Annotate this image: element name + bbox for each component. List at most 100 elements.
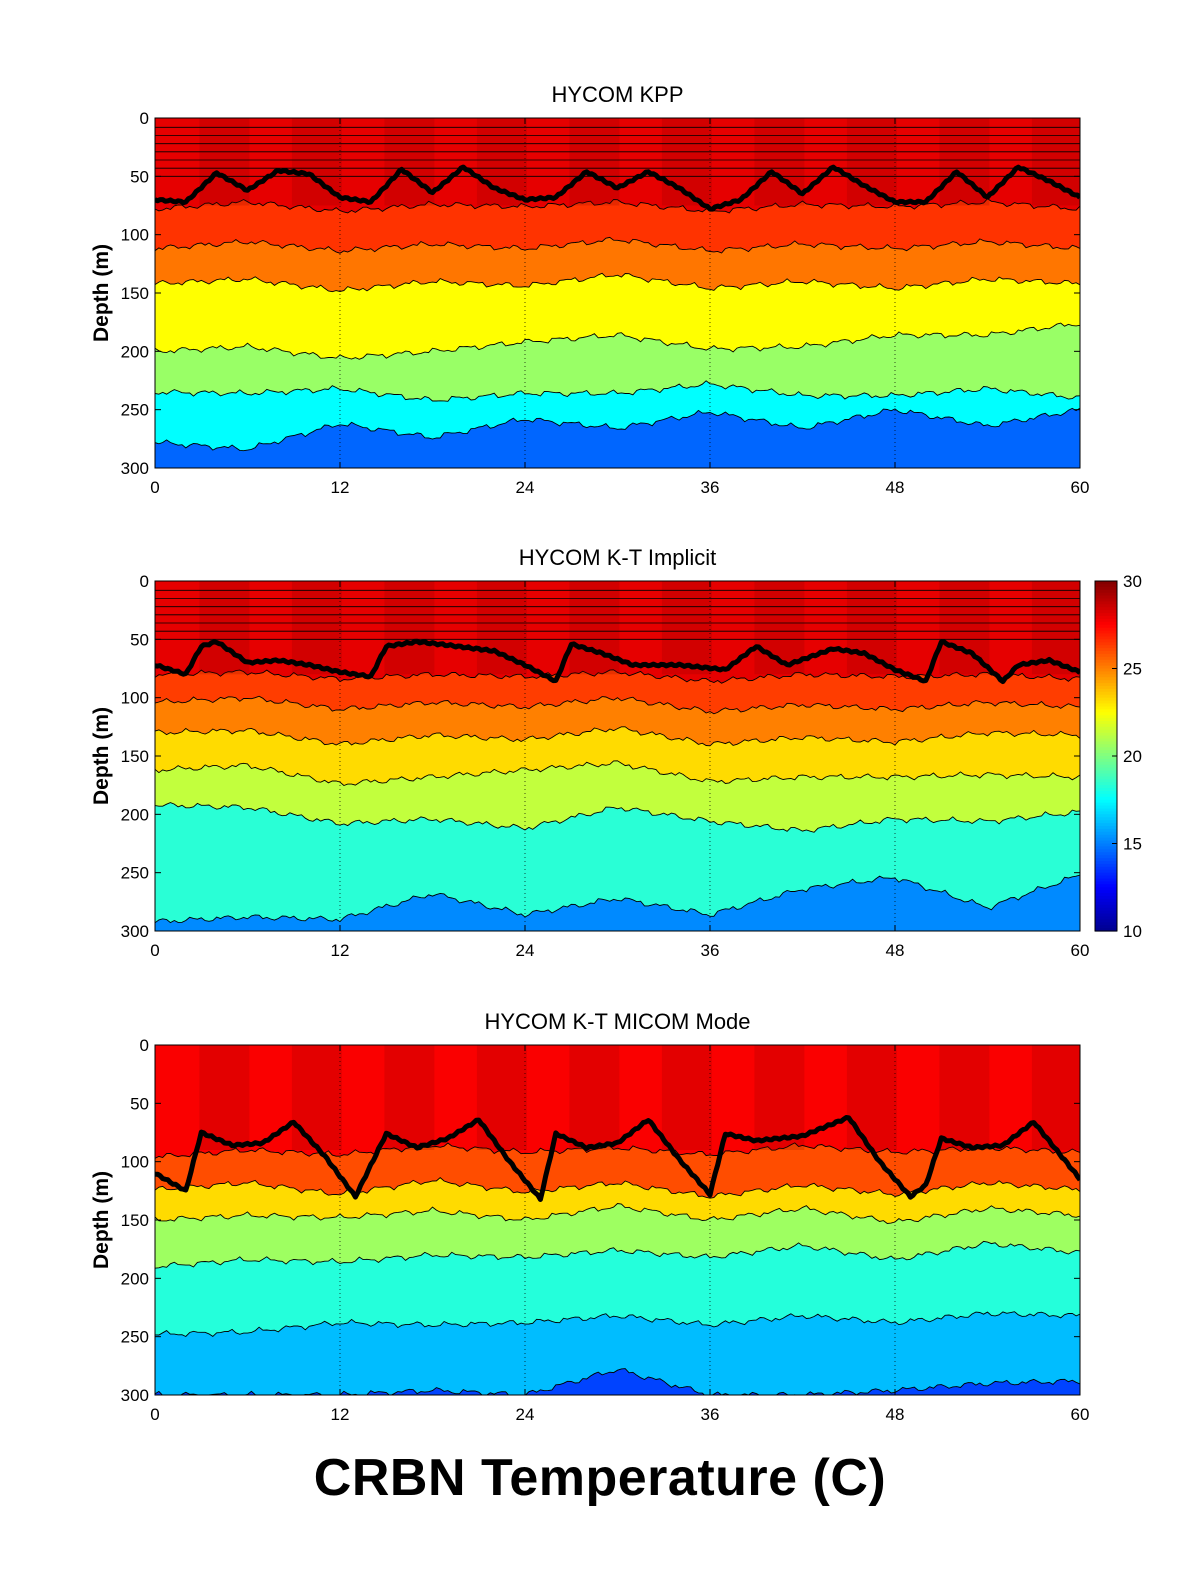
colorbar-segment	[1095, 753, 1117, 757]
colorbar-segment	[1095, 884, 1117, 888]
colorbar-segment	[1095, 613, 1117, 617]
colorbar-segment	[1095, 811, 1117, 815]
layer-interface	[155, 874, 1080, 924]
colorbar-segment	[1095, 621, 1117, 626]
warm-stripe	[384, 118, 435, 206]
colorbar-segment	[1095, 799, 1117, 804]
x-tick-label: 12	[331, 941, 350, 960]
colorbar-segment	[1095, 686, 1117, 690]
colorbar-segment	[1095, 616, 1117, 620]
colorbar-segment	[1095, 741, 1117, 745]
colorbar-segment	[1095, 817, 1117, 821]
colorbar-segment	[1095, 796, 1117, 801]
colorbar-segment	[1095, 642, 1117, 646]
colorbar-segment	[1095, 861, 1117, 865]
colorbar-segment	[1095, 703, 1117, 708]
colorbar-segment	[1095, 651, 1117, 655]
warm-stripe	[846, 1045, 897, 1150]
layer-interface	[155, 272, 1080, 293]
y-tick-label: 150	[121, 1211, 149, 1230]
warm-stripe	[661, 581, 712, 675]
x-tick-label: 36	[701, 1405, 720, 1424]
colorbar-segment	[1095, 700, 1117, 705]
y-tick-label: 150	[121, 747, 149, 766]
colorbar-segment	[1095, 718, 1117, 722]
y-tick-label: 200	[121, 805, 149, 824]
x-tick-label: 48	[886, 478, 905, 497]
colorbar-segment	[1095, 852, 1117, 856]
colorbar-segment	[1095, 592, 1117, 597]
y-axis-label: Depth (m)	[90, 707, 113, 805]
colorbar-segment	[1095, 866, 1117, 871]
colorbar-segment	[1095, 898, 1117, 903]
colorbar-segment	[1095, 770, 1117, 775]
panel-title: HYCOM KPP	[551, 82, 683, 107]
layer-interface	[155, 1177, 1080, 1199]
colorbar-segment	[1095, 683, 1117, 687]
layer-interface	[155, 1311, 1080, 1338]
colorbar-segment	[1095, 896, 1117, 900]
colorbar-segment	[1095, 656, 1117, 661]
colorbar-segment	[1095, 648, 1117, 652]
colorbar-segment	[1095, 653, 1117, 658]
layer-interface	[155, 236, 1080, 254]
colorbar-segment	[1095, 598, 1117, 603]
colorbar-segment	[1095, 890, 1117, 894]
colorbar-segment	[1095, 893, 1117, 897]
layer-interface	[155, 802, 1080, 833]
layer-interface	[155, 322, 1080, 360]
y-axis-label: Depth (m)	[90, 1171, 113, 1269]
colorbar-segment	[1095, 814, 1117, 818]
x-tick-label: 60	[1071, 941, 1090, 960]
warm-stripe	[846, 581, 897, 675]
warm-stripe	[1031, 1045, 1080, 1150]
colorbar-segment	[1095, 925, 1117, 929]
colorbar-segment	[1095, 712, 1117, 716]
x-tick-label: 0	[150, 478, 159, 497]
plot-area	[155, 581, 1080, 931]
colorbar-segment	[1095, 627, 1117, 632]
colorbar-segment	[1095, 589, 1117, 594]
colorbar-segment	[1095, 881, 1117, 885]
colorbar-tick-label: 30	[1123, 572, 1142, 591]
colorbar-segment	[1095, 849, 1117, 853]
colorbar-segment	[1095, 723, 1117, 728]
colorbar-segment	[1095, 671, 1117, 675]
warm-stripe	[754, 1045, 805, 1150]
warm-stripe	[291, 1045, 342, 1150]
colorbar-segment	[1095, 840, 1117, 845]
colorbar-segment	[1095, 785, 1117, 789]
x-tick-label: 60	[1071, 478, 1090, 497]
layer-interface	[155, 1203, 1080, 1224]
layer-interface	[155, 380, 1080, 402]
y-tick-label: 300	[121, 922, 149, 941]
colorbar-segment	[1095, 872, 1117, 877]
x-tick-label: 36	[701, 478, 720, 497]
colorbar-segment	[1095, 706, 1117, 710]
warm-stripe	[661, 1045, 712, 1150]
x-tick-label: 24	[516, 478, 535, 497]
warm-stripe	[384, 1045, 435, 1150]
x-tick-label: 48	[886, 941, 905, 960]
colorbar-segment	[1095, 688, 1117, 693]
y-tick-label: 200	[121, 342, 149, 361]
layer-interface	[155, 695, 1080, 715]
temperature-band	[155, 1311, 1080, 1395]
colorbar-segment	[1095, 779, 1117, 783]
colorbar-segment	[1095, 709, 1117, 713]
colorbar-segment	[1095, 887, 1117, 891]
y-tick-label: 100	[121, 226, 149, 245]
colorbar-segment	[1095, 834, 1117, 839]
x-tick-label: 24	[516, 941, 535, 960]
x-tick-label: 0	[150, 941, 159, 960]
colorbar-segment	[1095, 846, 1117, 850]
x-tick-label: 12	[331, 1405, 350, 1424]
colorbar-segment	[1095, 776, 1117, 780]
colorbar-segment	[1095, 674, 1117, 678]
colorbar-segment	[1095, 928, 1117, 932]
mixed-layer-depth-line	[155, 164, 1080, 212]
mixed-layer-depth-line	[155, 1115, 1080, 1202]
colorbar-segment	[1095, 604, 1117, 608]
colorbar-segment	[1095, 747, 1117, 751]
panel-3: 0 12 24 36 48 60 0 50 100 150 200 250 300 HYCOM K-T M…	[90, 1009, 1089, 1424]
